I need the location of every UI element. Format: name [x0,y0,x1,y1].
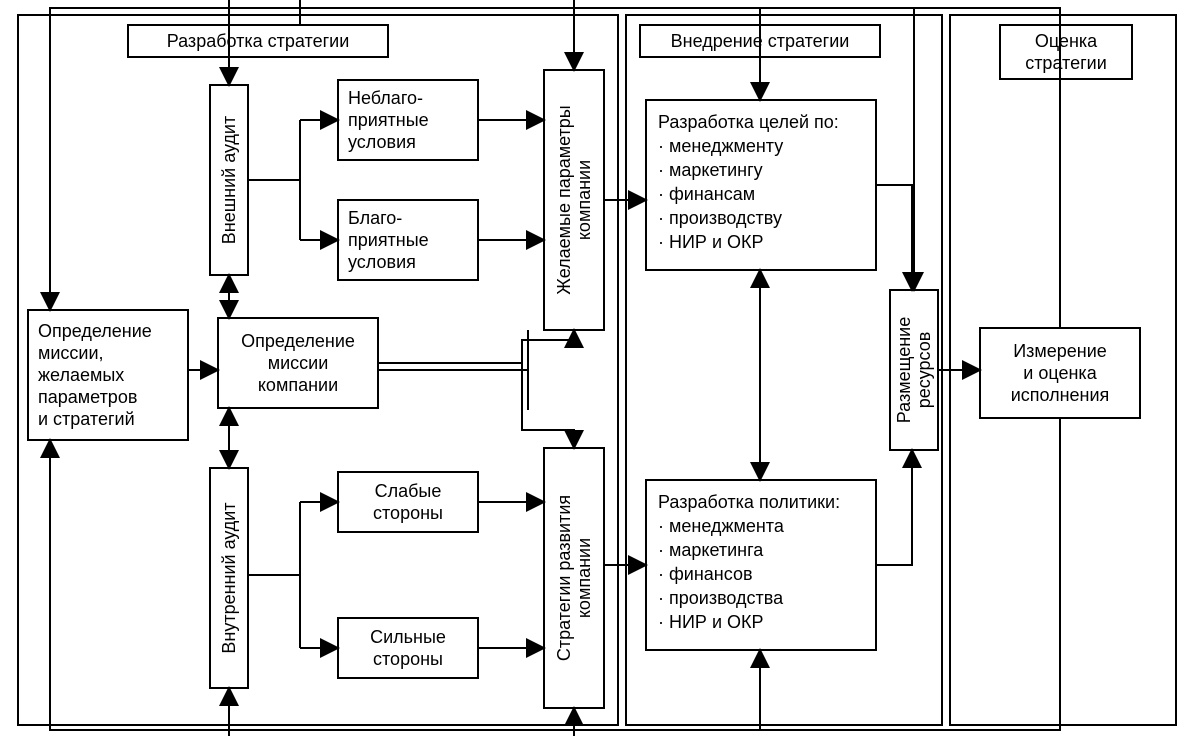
node-text-weak-0: Слабые [375,481,442,501]
node-item-goals-2: · финансам [658,184,755,204]
node-text-unfavorable-1: приятные [348,110,429,130]
node-text-favorable-0: Благо- [348,208,402,228]
node-text-unfavorable-2: условия [348,132,416,152]
node-text-favorable-2: условия [348,252,416,272]
edge-12 [876,185,912,290]
node-text-mission_params-0: Определение [38,321,152,341]
node-item-policies-2: · финансов [658,564,753,584]
node-item-policies-0: · менеджмента [658,516,785,536]
node-item-policies-1: · маркетинга [658,540,764,560]
section-title-text-eval-1: Оценка [1035,31,1098,51]
node-text-desired_params-1: компании [574,160,594,240]
section-title-text-eval-2: стратегии [1025,53,1107,73]
node-text-resources-0: Размещение [894,317,914,423]
node-text-measure-2: исполнения [1011,385,1110,405]
node-item-policies-3: · производства [658,588,784,608]
node-text-mission_params-3: параметров [38,387,137,407]
node-text-measure-0: Измерение [1013,341,1107,361]
node-text-unfavorable-0: Неблаго- [348,88,423,108]
node-item-goals-1: · маркетингу [658,160,763,180]
node-text-weak-1: стороны [373,503,443,523]
node-title-policies: Разработка политики: [658,492,840,512]
node-text-mission_params-1: миссии, [38,343,104,363]
node-title-goals: Разработка целей по: [658,112,839,132]
node-text-mission_params-2: желаемых [38,365,124,385]
node-text-external_audit-0: Внешний аудит [219,116,239,244]
node-text-mission_company-2: компании [258,375,338,395]
section-title-text-dev: Разработка стратегии [167,31,350,51]
mc-to-desired [522,330,574,363]
flowchart-canvas: Разработка стратегииВнедрение стратегииО… [0,0,1188,736]
node-text-mission_params-4: и стратегий [38,409,135,429]
node-text-dev_strategies-1: компании [574,538,594,618]
edge-13 [876,450,912,565]
node-text-mission_company-0: Определение [241,331,355,351]
node-text-internal_audit-0: Внутренний аудит [219,502,239,653]
node-text-mission_company-1: миссии [268,353,329,373]
node-text-favorable-1: приятные [348,230,429,250]
node-item-goals-4: · НИР и ОКР [658,232,764,252]
mc-to-devstr [522,363,574,448]
node-text-measure-1: и оценка [1023,363,1097,383]
node-text-resources-1: ресурсов [914,332,934,409]
node-text-strong-1: стороны [373,649,443,669]
node-text-desired_params-0: Желаемые параметры [554,105,574,294]
node-item-goals-3: · производству [658,208,782,228]
node-text-strong-0: Сильные [370,627,446,647]
node-item-policies-4: · НИР и ОКР [658,612,764,632]
node-item-goals-0: · менеджменту [658,136,783,156]
node-text-dev_strategies-0: Стратегии развития [554,495,574,661]
